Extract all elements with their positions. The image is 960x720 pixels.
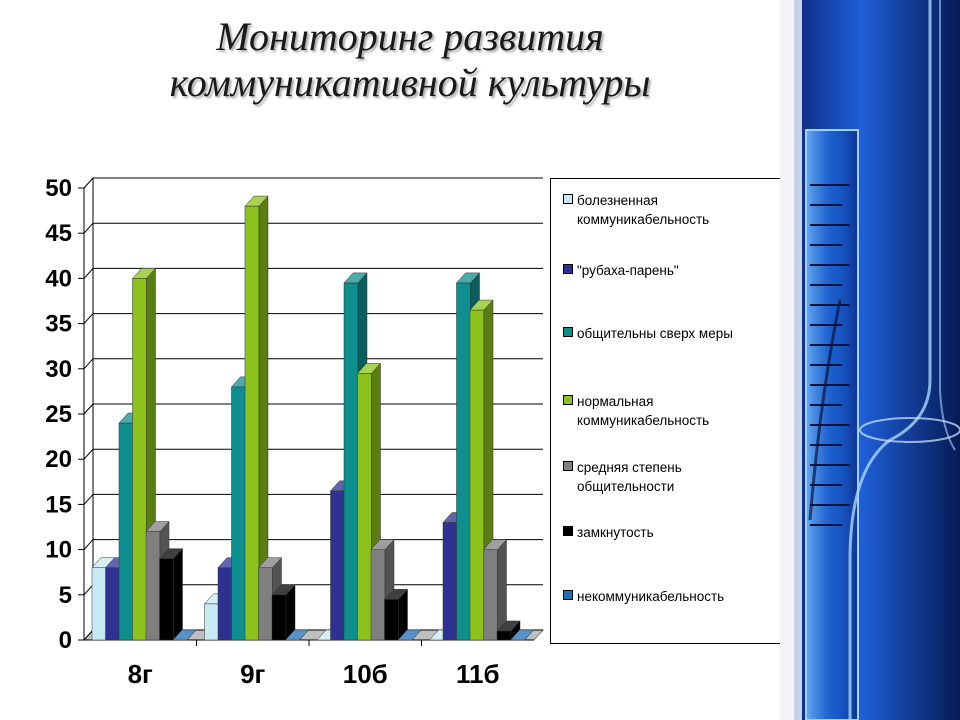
y-tick-label: 40	[45, 265, 72, 292]
bar-5-4	[483, 549, 498, 641]
chart-legend: болезненная коммуникабельность "рубаха-па…	[550, 178, 782, 644]
y-tick-label: 5	[59, 582, 72, 609]
bar-top-7-4	[509, 629, 535, 641]
legend-label: нормальная коммуникабельность	[577, 394, 710, 428]
y-tick-label: 50	[45, 175, 72, 202]
legend-label: средняя степень общительности	[577, 460, 682, 494]
y-tick-label: 25	[45, 401, 72, 428]
bar-6-2	[271, 594, 287, 641]
bar-5-2	[258, 567, 273, 641]
lab-glassware-image	[780, 0, 960, 720]
slide-title-line-2: коммуникативной культуры	[169, 60, 651, 105]
bar-2-3	[330, 490, 345, 641]
gridline-diagonal	[83, 539, 94, 550]
legend-swatch	[563, 264, 573, 274]
bar-3-1	[118, 422, 134, 641]
bar-1-1	[91, 567, 107, 641]
bar-4-2	[244, 205, 260, 641]
y-tick-label: 35	[45, 311, 72, 338]
bar-top-5-4	[482, 539, 508, 550]
bar-3-4	[456, 282, 471, 641]
legend-swatch	[563, 461, 573, 471]
bar-top-4-4	[469, 299, 494, 311]
bar-2-4	[442, 522, 458, 641]
y-tick-label: 30	[45, 356, 72, 383]
bar-2-1	[105, 567, 120, 641]
y-tick-label: 0	[59, 627, 72, 654]
bar-top-5-2	[257, 557, 283, 568]
y-tick-label: 45	[45, 220, 72, 247]
y-tick-label: 15	[45, 491, 72, 518]
x-tick-label: 9г	[240, 659, 265, 689]
legend-label: болезненная коммуникабельность	[577, 193, 710, 227]
bar-top-7-3	[397, 629, 422, 641]
bar-6-4	[496, 630, 512, 641]
bar-3-2	[231, 386, 246, 641]
bar-top-3-4	[455, 272, 481, 284]
bar-top-6-1	[158, 548, 184, 559]
bar-top-5-3	[370, 539, 395, 550]
legend-swatch	[563, 194, 573, 204]
legend-label: "рубаха-парень"	[577, 263, 679, 278]
bar-5-3	[370, 549, 386, 641]
slide-title-line-1: Мониторинг развития	[216, 14, 604, 59]
x-tick-label: 10б	[343, 659, 388, 689]
bar-chart: 0 5 10 15 20 25 30 35 40 45 50 8г 9г 10б 11б	[45, 175, 545, 689]
bar-top-7-2	[284, 629, 310, 641]
bar-top-3-3	[343, 272, 368, 284]
legend-swatch	[563, 395, 573, 405]
bar-top-6-2	[271, 584, 296, 596]
bar-5-1	[145, 531, 161, 641]
bar-top-5-1	[145, 521, 170, 532]
bar-2-2	[217, 567, 233, 641]
bar-6-1	[159, 558, 174, 641]
gridline-diagonal	[83, 494, 94, 505]
gridline-diagonal	[83, 358, 94, 370]
gridline-diagonal	[83, 629, 94, 641]
legend-label: замкнутость	[577, 525, 654, 540]
gridline-diagonal	[83, 448, 94, 460]
legend-swatch	[563, 526, 573, 536]
bar-3-3	[343, 282, 359, 641]
bar-top-4-1	[131, 268, 157, 279]
slide-title: Мониторинг развития коммуникативной куль…	[60, 14, 760, 106]
bar-4-4	[469, 309, 485, 641]
gridline-diagonal	[83, 177, 94, 189]
bar-top-4-3	[356, 363, 382, 374]
bar-top-4-2	[244, 195, 269, 207]
legend-swatch	[563, 590, 573, 600]
x-tick-label: 11б	[456, 659, 500, 689]
gridline-diagonal	[83, 268, 94, 279]
y-tick-label: 20	[45, 446, 72, 473]
legend-label: общительны сверх меры	[577, 326, 733, 341]
y-tick-label: 10	[45, 537, 72, 564]
gridline-diagonal	[83, 222, 94, 234]
bar-1-2	[204, 603, 219, 641]
bar-top-6-3	[383, 589, 409, 600]
bar-top-7-1	[172, 629, 197, 641]
gridline-diagonal	[83, 403, 94, 415]
gridline-diagonal	[83, 313, 94, 324]
bar-top-6-4	[496, 620, 521, 632]
bar-4-3	[357, 373, 372, 641]
bar-6-3	[384, 599, 399, 641]
x-tick-label: 8г	[128, 659, 153, 689]
gridline-diagonal	[83, 584, 94, 596]
legend-label: некоммуникабельность	[577, 589, 725, 604]
bar-4-1	[132, 278, 147, 641]
legend-swatch	[563, 327, 573, 337]
bar-side-6-1	[173, 547, 183, 641]
